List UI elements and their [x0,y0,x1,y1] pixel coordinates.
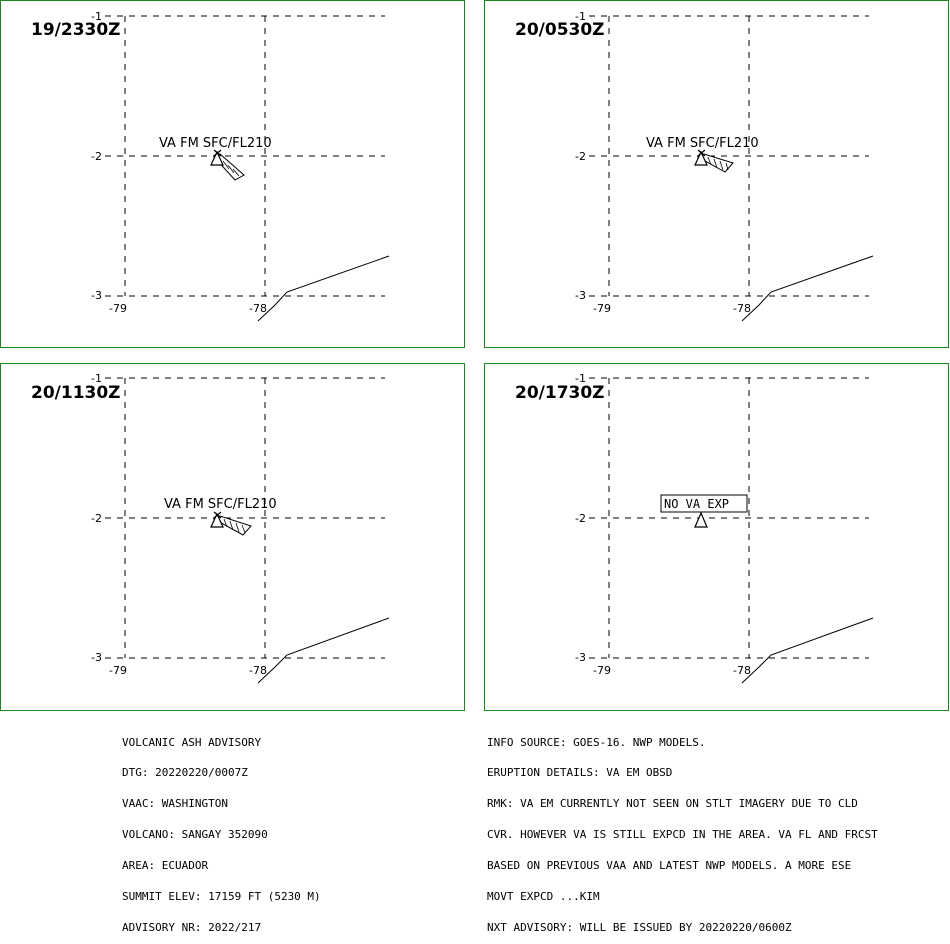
lat-label-3: -3 [575,651,586,664]
lon-label-78: -78 [733,302,751,315]
advisory-line: NXT ADVISORY: WILL BE ISSUED BY 20220220… [487,920,792,934]
forecast-panel-1: -1 -2 -3 -79 -78 VA FM SFC/FL210 19/2330… [0,0,465,348]
advisory-line: ADVISORY NR: 2022/217 [122,920,262,934]
va-label: VA FM SFC/FL210 [646,136,759,151]
advisory-line: SUMMIT ELEV: 17159 FT (5230 M) [122,890,321,904]
lat-label-1: -1 [91,372,102,385]
lon-label-78: -78 [249,664,267,677]
lat-label-3: -3 [91,289,102,302]
lon-label-79: -79 [109,302,127,315]
coastline [741,617,874,684]
volcano-icon [210,512,224,528]
no-va-label: NO VA EXP [664,497,729,511]
advisory-line: RMK: VA EM CURRENTLY NOT SEEN ON STLT IM… [487,797,858,811]
advisory-line: INFO SOURCE: GOES-16. NWP MODELS. [487,735,706,749]
volcano-icon [694,511,708,528]
coastline [257,617,390,684]
advisory-text-right: INFO SOURCE: GOES-16. NWP MODELS. ERUPTI… [487,717,878,944]
panel-time: 20/1130Z [31,383,121,403]
map-canvas: -1 -2 -3 -79 -78 VA FM SFC/FL210 [91,372,390,684]
lon-label-79: -79 [593,664,611,677]
advisory-line: VOLCANIC ASH ADVISORY [122,735,262,749]
panel-time: 20/1730Z [515,383,605,403]
panel-time: 20/0530Z [515,20,605,40]
va-label: VA FM SFC/FL210 [164,497,277,512]
lat-label-3: -3 [91,651,102,664]
volcano-icon [210,150,224,166]
lon-label-78: -78 [249,302,267,315]
forecast-panel-3: -1 -2 -3 -79 -78 VA FM SFC/FL210 20/1130… [0,363,465,711]
lat-label-1: -1 [575,10,586,23]
lat-label-1: -1 [91,10,102,23]
forecast-panel-4: -1 -2 -3 -79 -78 NO VA EXP 20/1730Z [484,363,949,711]
va-label: VA FM SFC/FL210 [159,136,272,151]
advisory-line: CVR. HOWEVER VA IS STILL EXPCD IN THE AR… [487,828,878,842]
lat-label-2: -2 [575,512,586,525]
lat-label-1: -1 [575,372,586,385]
lat-label-2: -2 [91,150,102,163]
advisory-line: VAAC: WASHINGTON [122,797,228,811]
lon-label-79: -79 [109,664,127,677]
lat-label-2: -2 [91,512,102,525]
advisory-line: DTG: 20220220/0007Z [122,766,248,780]
volcano-icon [694,150,708,166]
coastline [257,255,390,322]
advisory-text-left: VOLCANIC ASH ADVISORY DTG: 20220220/0007… [122,717,321,944]
forecast-panel-2: -1 -2 -3 -79 -78 VA FM SFC/FL210 20/0530… [484,0,949,348]
lat-label-3: -3 [575,289,586,302]
map-canvas: -1 -2 -3 -79 -78 VA FM SFC/FL210 [91,10,390,322]
advisory-line: ERUPTION DETAILS: VA EM OBSD [487,766,673,780]
panel-time: 19/2330Z [31,20,121,40]
advisory-line: BASED ON PREVIOUS VAA AND LATEST NWP MOD… [487,859,852,873]
lon-label-78: -78 [733,664,751,677]
no-va-box [660,494,748,513]
map-canvas: -1 -2 -3 -79 -78 VA FM SFC/FL210 [575,10,874,322]
advisory-line: AREA: ECUADOR [122,859,209,873]
lon-label-79: -79 [593,302,611,315]
coastline [741,255,874,322]
advisory-line: MOVT EXPCD ...KIM [487,890,600,904]
advisory-line: VOLCANO: SANGAY 352090 [122,828,268,842]
lat-label-2: -2 [575,150,586,163]
map-canvas: -1 -2 -3 -79 -78 NO VA EXP [575,372,874,684]
